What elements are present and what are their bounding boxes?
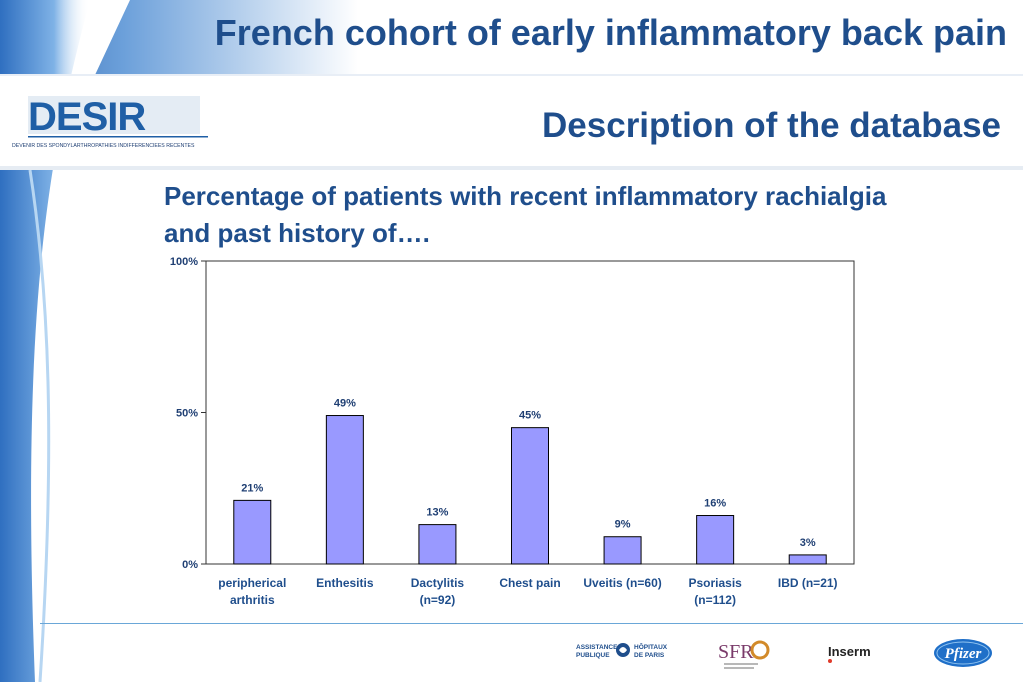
x-tick-label: Psoriasis (688, 576, 742, 590)
x-tick-label: IBD (n=21) (778, 576, 838, 590)
bar-value-label: 21% (241, 482, 263, 494)
x-tick-label: Uveitis (n=60) (583, 576, 661, 590)
x-tick-label: Enthesitis (316, 576, 374, 590)
bar (325, 415, 364, 565)
bar (511, 427, 549, 565)
inserm-logo: Inserm (826, 642, 886, 666)
logo-wordmark: DESIR (28, 95, 146, 139)
aphp-logo: ASSISTANCE PUBLIQUE HÔPITAUX DE PARIS (574, 636, 672, 664)
svg-text:ASSISTANCE: ASSISTANCE (576, 644, 618, 651)
bar (233, 499, 272, 565)
header-band (0, 0, 1023, 170)
x-axis-labels: peripherical arthritis Enthesitis Dactyliti… (218, 576, 837, 607)
bar-value-label: 16% (704, 498, 726, 510)
x-tick-label: Dactylitis (411, 576, 465, 590)
x-tick-label: (n=92) (420, 593, 456, 607)
bar-chart: 0% 50% 100% 21% 49% 13% 45% 9% 16% 3% peripheric… (170, 256, 855, 607)
svg-text:Inserm: Inserm (828, 644, 871, 659)
bar (418, 524, 457, 565)
bar-value-label: 3% (800, 537, 816, 549)
bar-value-label: 45% (519, 410, 541, 422)
background-swoosh (0, 0, 90, 682)
x-tick-label: (n=112) (694, 593, 736, 607)
desir-logo: DESIR DEVENIR DES SPONDYLARTHROPATHIES I… (12, 95, 208, 149)
svg-text:PUBLIQUE: PUBLIQUE (576, 652, 610, 659)
x-tick-label: arthritis (230, 593, 275, 607)
footer-divider (40, 623, 1023, 624)
y-tick-label: 0% (182, 559, 198, 571)
svg-text:SFR: SFR (718, 641, 754, 663)
y-tick-label: 100% (170, 256, 198, 268)
svg-text:DE PARIS: DE PARIS (634, 652, 665, 659)
page-subtitle: Description of the database (542, 106, 1001, 145)
bar (603, 536, 642, 565)
bar-value-label: 13% (426, 507, 448, 519)
page-title: French cohort of early inflammatory back… (214, 12, 1007, 53)
bar-value-label: 49% (334, 398, 356, 410)
svg-text:Pfizer: Pfizer (945, 646, 982, 662)
bar-value-label: 9% (615, 519, 631, 531)
bar (696, 515, 735, 565)
bar (788, 554, 827, 565)
logo-tagline: DEVENIR DES SPONDYLARTHROPATHIES INDIFFE… (12, 143, 195, 149)
bars: 21% 49% 13% 45% 9% 16% 3% (233, 398, 827, 565)
svg-text:HÔPITAUX: HÔPITAUX (634, 642, 668, 651)
pfizer-logo: Pfizer (932, 636, 994, 670)
y-tick-label: 50% (176, 408, 198, 420)
y-axis: 0% 50% 100% (170, 256, 206, 571)
x-tick-label: peripherical (218, 576, 286, 590)
x-tick-label: Chest pain (499, 576, 560, 590)
sfr-logo: SFR (716, 636, 776, 672)
chart-heading: Percentage of patients with recent infla… (164, 181, 887, 248)
